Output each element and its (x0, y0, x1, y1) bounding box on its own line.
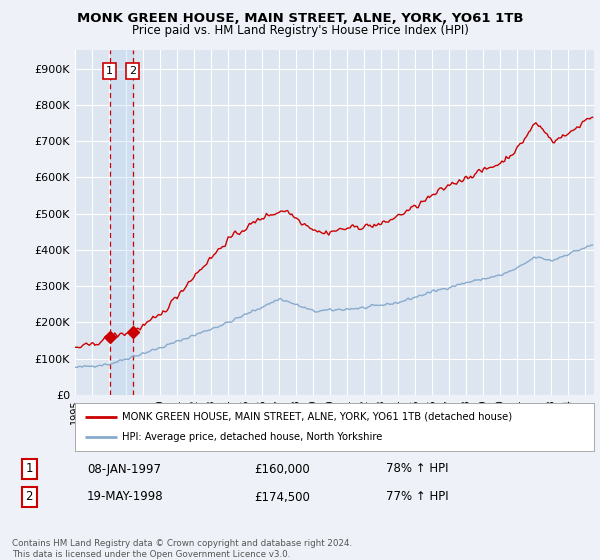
Text: 2: 2 (26, 491, 33, 503)
Text: 2: 2 (129, 66, 136, 76)
Text: 08-JAN-1997: 08-JAN-1997 (87, 463, 161, 475)
Bar (110, 50, 133, 395)
Text: 77% ↑ HPI: 77% ↑ HPI (386, 491, 449, 503)
Text: 1: 1 (26, 463, 33, 475)
Text: £160,000: £160,000 (254, 463, 310, 475)
Text: £174,500: £174,500 (254, 491, 310, 503)
Text: Contains HM Land Registry data © Crown copyright and database right 2024.
This d: Contains HM Land Registry data © Crown c… (12, 539, 352, 559)
Text: 1: 1 (106, 66, 113, 76)
Text: 19-MAY-1998: 19-MAY-1998 (87, 491, 164, 503)
Text: Price paid vs. HM Land Registry's House Price Index (HPI): Price paid vs. HM Land Registry's House … (131, 24, 469, 36)
Text: HPI: Average price, detached house, North Yorkshire: HPI: Average price, detached house, Nort… (122, 432, 382, 442)
Text: 78% ↑ HPI: 78% ↑ HPI (386, 463, 449, 475)
Text: MONK GREEN HOUSE, MAIN STREET, ALNE, YORK, YO61 1TB (detached house): MONK GREEN HOUSE, MAIN STREET, ALNE, YOR… (122, 412, 512, 422)
Text: MONK GREEN HOUSE, MAIN STREET, ALNE, YORK, YO61 1TB: MONK GREEN HOUSE, MAIN STREET, ALNE, YOR… (77, 12, 523, 25)
